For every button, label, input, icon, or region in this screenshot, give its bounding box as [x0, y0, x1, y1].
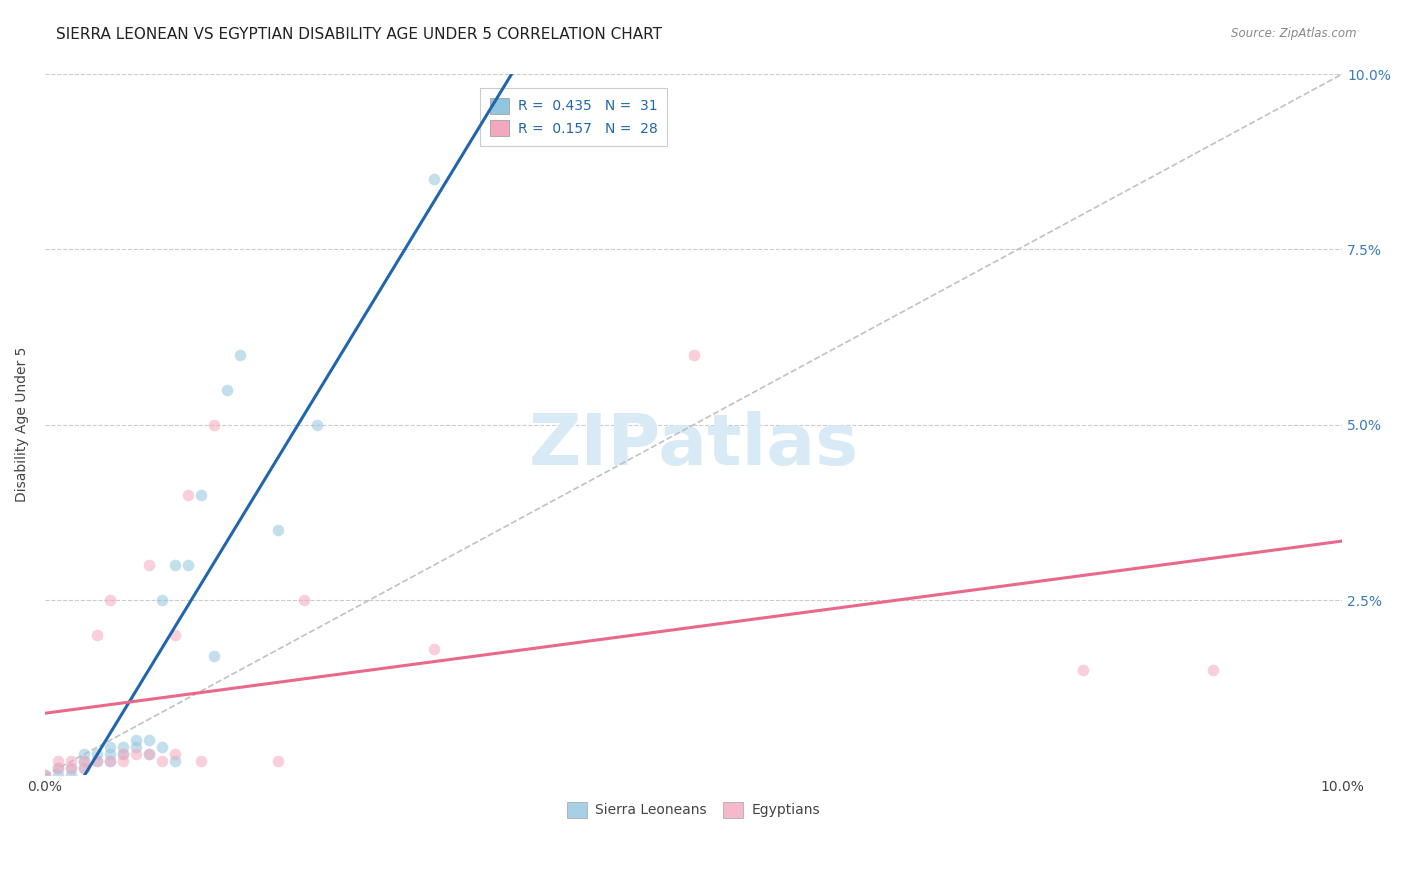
Point: [46, 755, 69, 769]
Point: [190, 755, 212, 769]
Point: [215, 383, 238, 397]
Point: [98, 593, 121, 607]
Point: [163, 628, 186, 642]
Point: [682, 348, 704, 362]
Point: [59, 755, 82, 769]
Point: [59, 762, 82, 776]
Point: [98, 755, 121, 769]
Point: [111, 740, 134, 755]
Point: [111, 747, 134, 762]
Point: [423, 642, 446, 657]
Point: [111, 747, 134, 762]
Point: [59, 762, 82, 776]
Point: [163, 755, 186, 769]
Point: [150, 740, 173, 755]
Point: [46, 762, 69, 776]
Text: ZIPatlas: ZIPatlas: [529, 411, 859, 480]
Point: [73, 755, 96, 769]
Text: Source: ZipAtlas.com: Source: ZipAtlas.com: [1232, 27, 1357, 40]
Point: [150, 755, 173, 769]
Point: [138, 747, 160, 762]
Point: [228, 348, 250, 362]
Point: [190, 488, 212, 502]
Point: [138, 558, 160, 572]
Point: [98, 747, 121, 762]
Point: [125, 733, 148, 747]
Point: [73, 762, 96, 776]
Legend: Sierra Leoneans, Egyptians: Sierra Leoneans, Egyptians: [561, 795, 827, 824]
Point: [163, 558, 186, 572]
Text: SIERRA LEONEAN VS EGYPTIAN DISABILITY AGE UNDER 5 CORRELATION CHART: SIERRA LEONEAN VS EGYPTIAN DISABILITY AG…: [56, 27, 662, 42]
Point: [86, 755, 108, 769]
Y-axis label: Disability Age Under 5: Disability Age Under 5: [15, 347, 30, 502]
Point: [59, 768, 82, 782]
Point: [86, 747, 108, 762]
Point: [150, 593, 173, 607]
Point: [267, 755, 290, 769]
Point: [1201, 663, 1223, 677]
Point: [34, 768, 56, 782]
Point: [267, 523, 290, 537]
Point: [138, 747, 160, 762]
Point: [125, 740, 148, 755]
Point: [98, 740, 121, 755]
Point: [46, 762, 69, 776]
Point: [34, 768, 56, 782]
Point: [163, 747, 186, 762]
Point: [138, 733, 160, 747]
Point: [202, 417, 225, 432]
Point: [86, 755, 108, 769]
Point: [307, 417, 329, 432]
Point: [73, 755, 96, 769]
Point: [125, 747, 148, 762]
Point: [176, 558, 198, 572]
Point: [423, 172, 446, 186]
Point: [86, 628, 108, 642]
Point: [98, 755, 121, 769]
Point: [202, 649, 225, 664]
Point: [73, 747, 96, 762]
Point: [46, 768, 69, 782]
Point: [111, 755, 134, 769]
Point: [73, 762, 96, 776]
Point: [294, 593, 316, 607]
Point: [176, 488, 198, 502]
Point: [1071, 663, 1094, 677]
